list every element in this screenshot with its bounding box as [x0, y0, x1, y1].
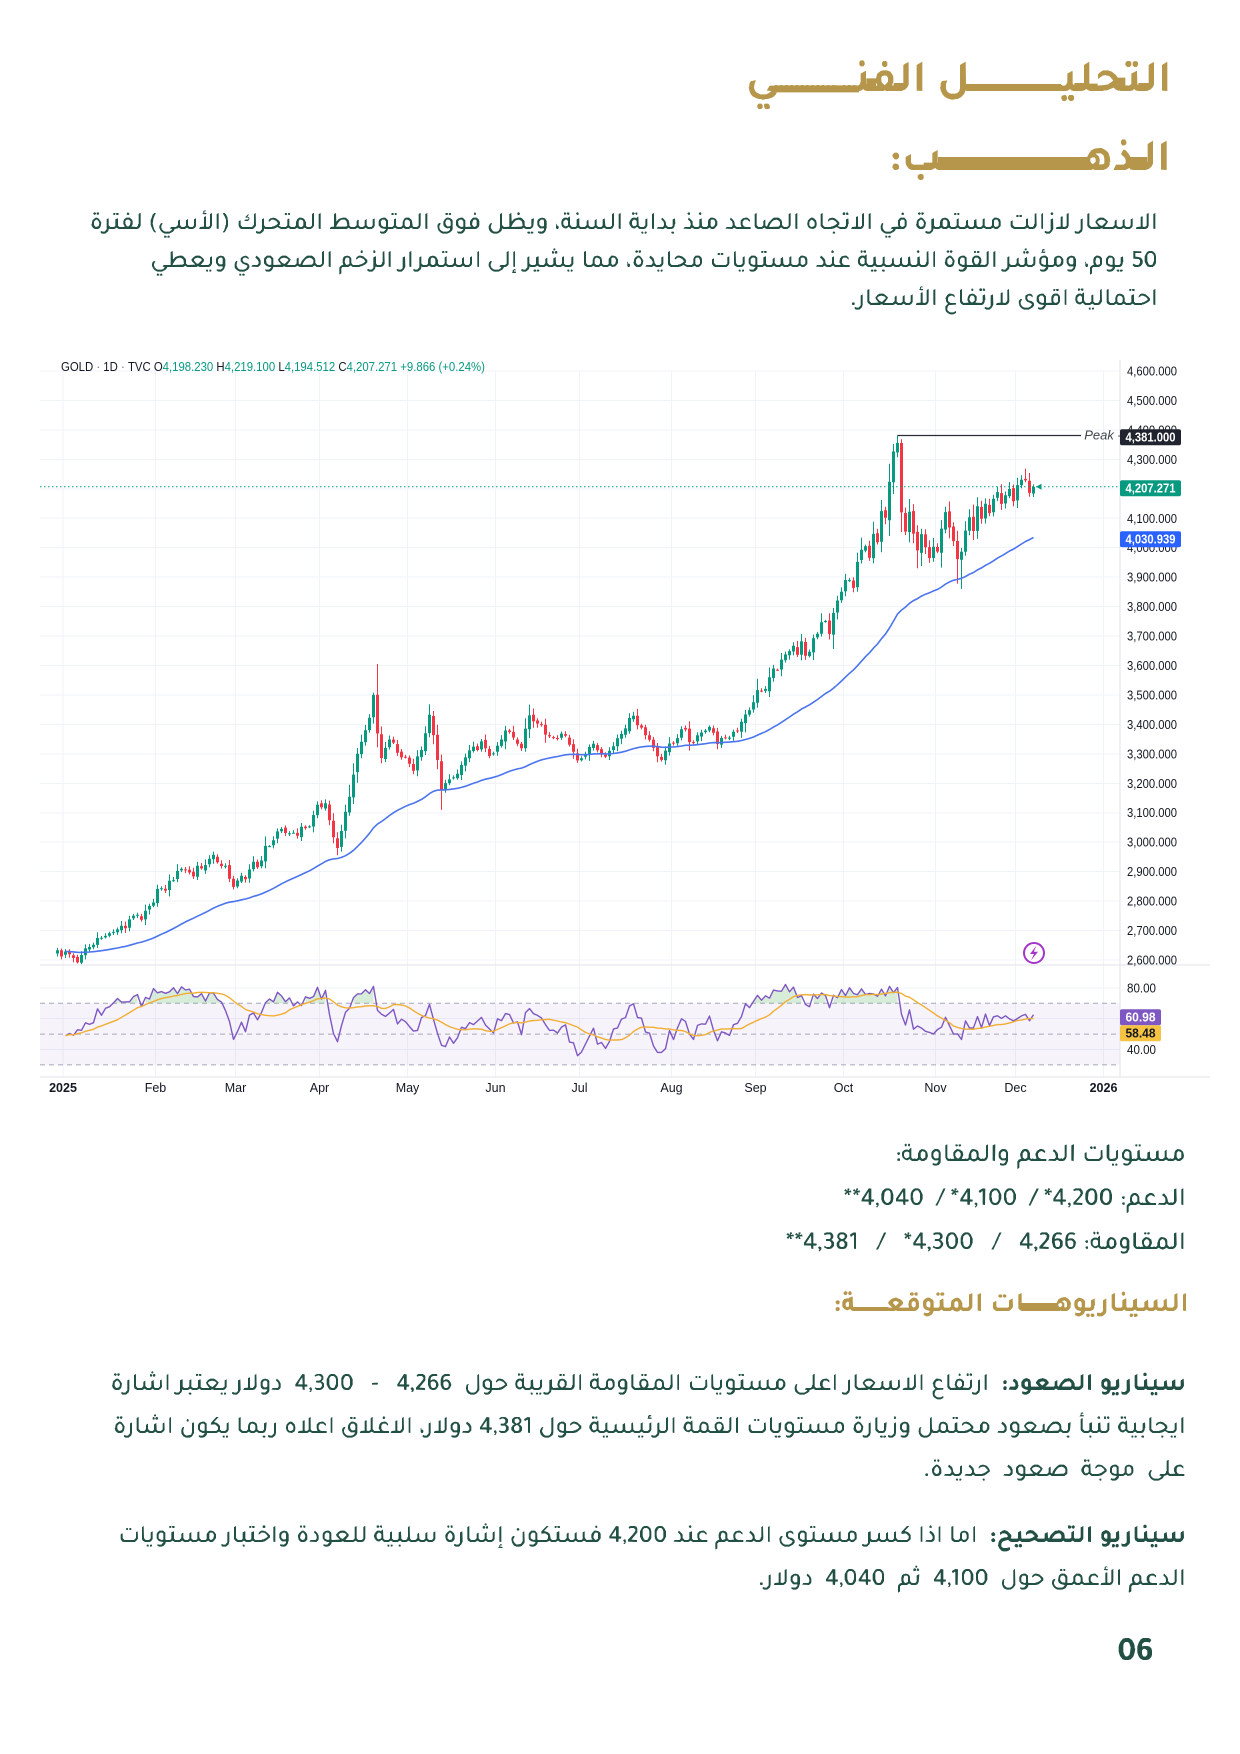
svg-text:Sep: Sep [744, 1081, 766, 1095]
svg-text:Feb: Feb [145, 1081, 167, 1095]
svg-text:3,700.000: 3,700.000 [1127, 629, 1177, 644]
svg-text:Apr: Apr [310, 1081, 329, 1095]
svg-text:3,200.000: 3,200.000 [1127, 776, 1177, 791]
svg-text:May: May [396, 1081, 420, 1095]
svg-text:2026: 2026 [1090, 1081, 1118, 1095]
svg-text:Mar: Mar [225, 1081, 247, 1095]
svg-text:4,300.000: 4,300.000 [1127, 452, 1177, 467]
svg-text:3,600.000: 3,600.000 [1127, 658, 1177, 673]
svg-text:Dec: Dec [1004, 1081, 1026, 1095]
svg-text:2,900.000: 2,900.000 [1127, 864, 1177, 879]
svg-text:4,100.000: 4,100.000 [1127, 511, 1177, 526]
svg-text:3,300.000: 3,300.000 [1127, 746, 1177, 761]
svg-text:60.98: 60.98 [1126, 1011, 1156, 1025]
svg-text:Nov: Nov [924, 1081, 947, 1095]
svg-text:3,900.000: 3,900.000 [1127, 570, 1177, 585]
svg-text:4,030.939: 4,030.939 [1126, 533, 1176, 547]
svg-text:2,800.000: 2,800.000 [1127, 894, 1177, 909]
svg-text:40.00: 40.00 [1127, 1042, 1156, 1057]
svg-text:2,700.000: 2,700.000 [1127, 923, 1177, 938]
svg-text:2025: 2025 [49, 1081, 77, 1095]
svg-text:3,500.000: 3,500.000 [1127, 688, 1177, 703]
svg-text:58.48: 58.48 [1126, 1027, 1156, 1041]
svg-text:3,100.000: 3,100.000 [1127, 805, 1177, 820]
svg-text:Aug: Aug [660, 1081, 682, 1095]
svg-text:Oct: Oct [834, 1081, 854, 1095]
svg-text:Jun: Jun [485, 1081, 505, 1095]
svg-text:3,800.000: 3,800.000 [1127, 599, 1177, 614]
svg-text:4,207.271: 4,207.271 [1126, 482, 1176, 496]
svg-text:3,000.000: 3,000.000 [1127, 835, 1177, 850]
svg-text:80.00: 80.00 [1127, 980, 1156, 995]
svg-text:4,500.000: 4,500.000 [1127, 393, 1177, 408]
svg-text:2,600.000: 2,600.000 [1127, 953, 1177, 968]
svg-text:Peak -: Peak - [1084, 428, 1122, 443]
svg-text:Jul: Jul [572, 1081, 588, 1095]
svg-text:4,381.000: 4,381.000 [1126, 431, 1176, 445]
svg-text:4,600.000: 4,600.000 [1127, 364, 1177, 379]
svg-text:GOLD · 1D · TVC O4,198.230 H: GOLD · 1D · TVC O4,198.230 H4,219.100 L4… [61, 359, 485, 374]
svg-text:3,400.000: 3,400.000 [1127, 717, 1177, 732]
